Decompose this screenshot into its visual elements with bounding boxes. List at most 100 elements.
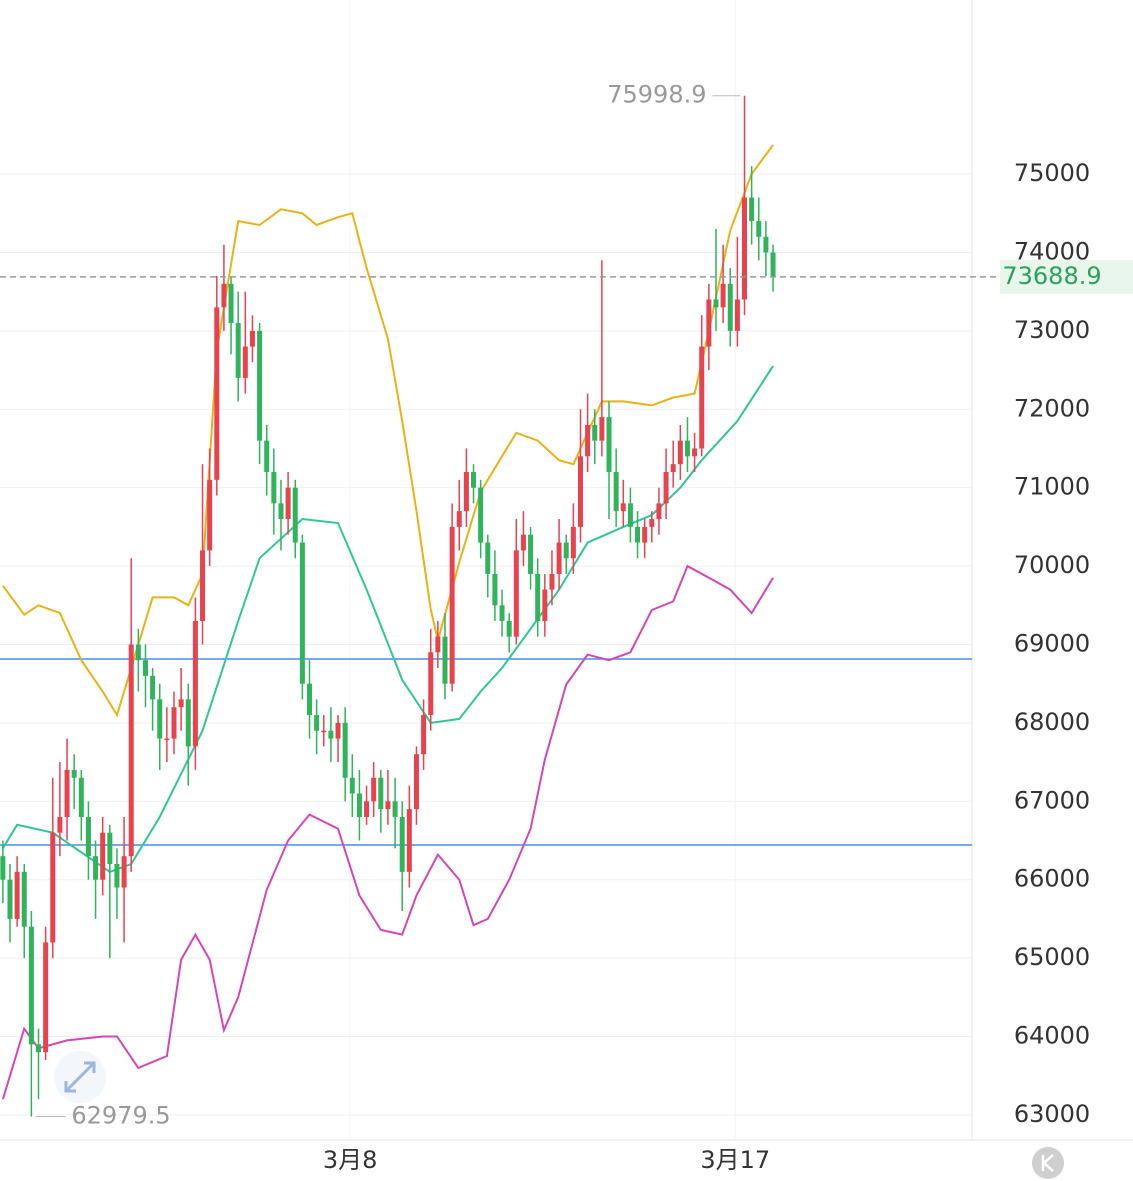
candle-body: [585, 424, 591, 457]
candle-body: [171, 707, 177, 739]
k-button-glyph[interactable]: [1041, 1154, 1054, 1172]
candle-body: [71, 769, 77, 778]
candle-body: [599, 417, 605, 441]
candle-body: [399, 816, 405, 872]
candle-body: [335, 722, 341, 739]
candle-body: [378, 777, 384, 810]
candle-body: [706, 299, 712, 347]
candle-body: [635, 526, 641, 543]
candle-body: [214, 307, 220, 480]
y-tick-label: 68000: [1014, 708, 1090, 736]
y-tick-label: 75000: [1014, 159, 1090, 187]
candle-body: [713, 299, 719, 308]
candle-body: [620, 503, 626, 512]
y-tick-label: 67000: [1014, 786, 1090, 814]
candle-body: [142, 660, 148, 676]
candle-body: [699, 346, 705, 449]
candle-body: [606, 417, 612, 472]
candle-body: [128, 644, 134, 857]
candle-body: [28, 926, 34, 1045]
k-button-bg[interactable]: [1032, 1147, 1064, 1179]
candle-body: [207, 479, 213, 551]
candle-body: [613, 471, 619, 512]
candle-body: [528, 534, 534, 574]
candle-body: [371, 777, 377, 802]
candle-body: [649, 519, 655, 527]
candle-body: [592, 424, 598, 441]
candle-body: [570, 526, 576, 559]
expand-icon[interactable]: [54, 1051, 106, 1103]
candle-body: [385, 801, 391, 810]
y-tick-label: 71000: [1014, 473, 1090, 501]
candle-body: [727, 283, 733, 331]
candle-body: [121, 856, 127, 888]
current-price-box: [1000, 259, 1133, 294]
candle-body: [278, 503, 284, 520]
candle-body: [449, 526, 455, 684]
candle-body: [249, 330, 255, 347]
candle-body: [463, 471, 469, 512]
candle-body: [64, 769, 70, 817]
y-tick-label: 65000: [1014, 943, 1090, 971]
low-label: 62979.5: [71, 1102, 170, 1130]
candle-body: [663, 471, 669, 504]
candle-body: [185, 699, 191, 747]
candle-body: [0, 856, 6, 880]
candle-body: [100, 832, 106, 880]
candle-body: [93, 856, 99, 880]
candle-body: [499, 605, 505, 621]
candle-body: [78, 777, 84, 817]
candle-body: [428, 652, 434, 716]
candle-body: [14, 871, 20, 919]
candle-body: [135, 644, 141, 661]
y-tick-label: 66000: [1014, 865, 1090, 893]
candle-body: [734, 299, 740, 331]
candle-body: [742, 197, 748, 300]
candle-body: [549, 573, 555, 590]
band-line: [1, 564, 774, 1100]
candle-body: [435, 636, 441, 653]
y-tick-label: 64000: [1014, 1022, 1090, 1050]
k-button[interactable]: [1032, 1147, 1064, 1179]
candle-body: [235, 323, 241, 378]
candle-body: [57, 816, 63, 833]
candle-body: [492, 573, 498, 606]
x-tick-label: 3月17: [700, 1146, 770, 1174]
candle-body: [642, 526, 648, 543]
candle-body: [627, 503, 633, 527]
candle-body: [107, 832, 113, 865]
candle-body: [506, 620, 512, 637]
high-label: 75998.9: [607, 81, 706, 109]
y-tick-label: 73000: [1014, 316, 1090, 344]
candle-body: [264, 440, 270, 472]
expand-icon-glyph[interactable]: [64, 1061, 96, 1093]
plot: [0, 0, 972, 1140]
candle-body: [7, 879, 13, 919]
candle-body: [164, 738, 170, 741]
candle-body: [692, 448, 698, 457]
candle-body: [763, 236, 769, 253]
candle-body: [478, 487, 484, 543]
y-tick-label: 70000: [1014, 551, 1090, 579]
candle-body: [36, 1044, 42, 1053]
candle-body: [321, 730, 327, 733]
candle-body: [756, 221, 762, 237]
candle-body: [670, 464, 676, 472]
candle-body: [577, 456, 583, 527]
candle-body: [221, 283, 227, 308]
candle-body: [285, 487, 291, 520]
candle-body: [406, 809, 412, 872]
candle-body: [556, 542, 562, 574]
candle-body: [242, 346, 248, 378]
band-line: [2, 144, 774, 718]
candle-body: [563, 542, 569, 559]
candle-body: [306, 683, 312, 716]
candle-body: [677, 440, 683, 465]
candle-body: [43, 942, 49, 1053]
candle-body: [770, 252, 776, 277]
candle-body: [513, 550, 519, 637]
candle-body: [520, 534, 526, 551]
current-price-label: 73688.9: [1002, 262, 1101, 290]
